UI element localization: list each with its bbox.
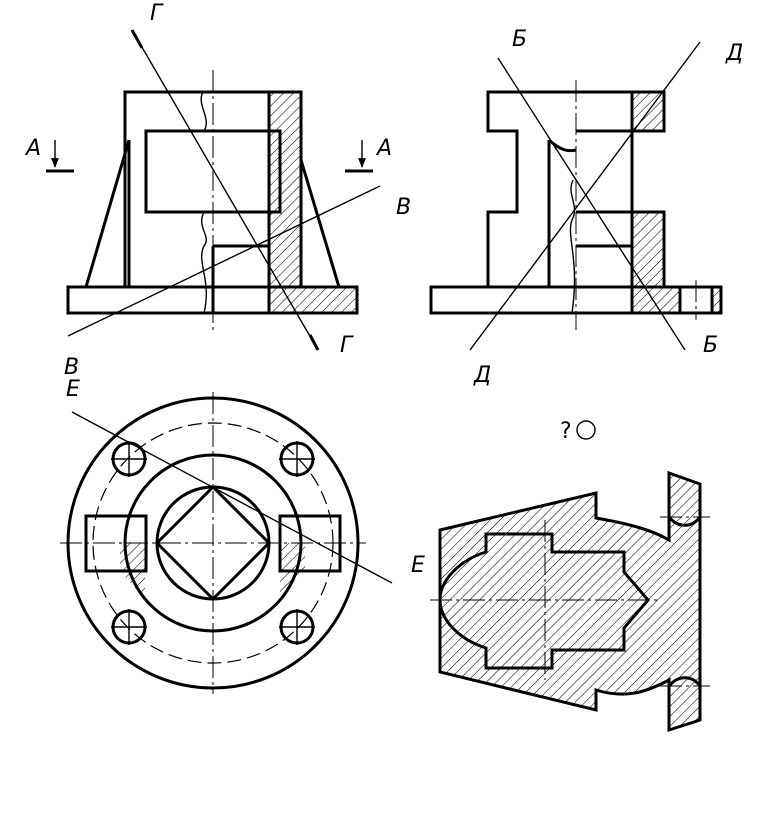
svg-text:В: В	[64, 355, 79, 380]
section-outline	[438, 470, 702, 733]
cutting-planes	[46, 29, 701, 584]
front-view	[66, 70, 359, 330]
svg-text:Б: Б	[703, 333, 718, 358]
side-break-line	[569, 179, 576, 314]
svg-text:Д: Д	[473, 363, 491, 388]
plane-d	[469, 41, 701, 351]
front-rib-right	[299, 159, 341, 288]
side-body-outline	[486, 90, 632, 287]
front-break-bottom	[200, 211, 208, 314]
front-bore	[211, 244, 269, 313]
task-question-mark: ?	[560, 419, 572, 444]
rotate-mark-icon	[576, 420, 596, 440]
front-body-outline	[123, 90, 301, 287]
svg-text:А: А	[24, 136, 41, 161]
front-break-top	[200, 91, 207, 132]
svg-text:Б: Б	[512, 27, 527, 52]
svg-text:В: В	[396, 195, 411, 220]
svg-text:Е: Е	[411, 553, 425, 578]
plane-e	[71, 411, 393, 584]
section-labels: А А Г Г В В Б Б Д Д Е Е	[24, 1, 743, 578]
section-view: ?	[430, 419, 710, 733]
plane-v	[67, 185, 381, 337]
top-view	[60, 392, 366, 694]
svg-text:А: А	[375, 136, 392, 161]
plane-b	[497, 57, 686, 351]
svg-text:Г: Г	[150, 1, 164, 26]
side-hatch-bottom	[630, 210, 682, 315]
svg-text:Е: Е	[66, 377, 80, 402]
svg-text:Г: Г	[340, 333, 354, 358]
front-rib-left	[84, 139, 131, 288]
svg-text:Д: Д	[725, 41, 743, 66]
section-cavity	[438, 532, 650, 670]
plane-g	[131, 29, 319, 351]
side-view	[429, 80, 723, 330]
